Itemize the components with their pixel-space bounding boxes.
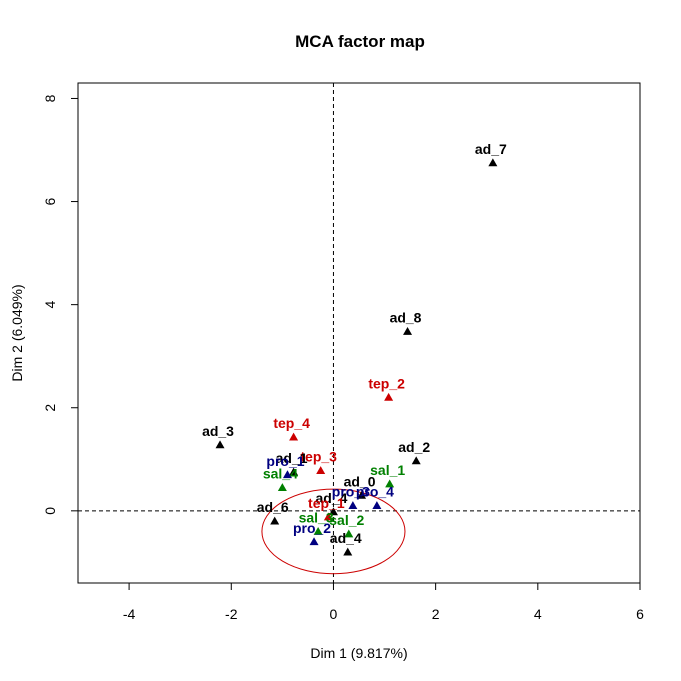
point-label-tep_3: tep_3 [300, 449, 337, 465]
point-marker-ad_0 [357, 490, 367, 499]
y-axis-label: Dim 2 (6.049%) [9, 284, 25, 381]
point-label-sal_1: sal_1 [370, 462, 405, 478]
chart-title: MCA factor map [295, 32, 425, 51]
x-tick-label: -2 [225, 606, 238, 622]
x-tick-label: -4 [123, 606, 136, 622]
confidence-ellipse [261, 488, 406, 575]
point-marker-tep_4 [289, 432, 299, 441]
point-label-sal_4: sal_4 [263, 466, 298, 482]
point-label-ad_7: ad_7 [475, 141, 507, 157]
point-marker-sal_2 [344, 529, 354, 538]
point-marker-ad_4 [343, 547, 353, 556]
point-label-sal_3: sal_3 [299, 509, 334, 525]
point-label-tep_2: tep_2 [368, 375, 405, 391]
point-labels: ad_7 ad_8 tep_2 ad_3 tep_4 ad_2 tep_3ad_1pro_1… [202, 141, 507, 546]
x-axis-ticks: -4 -2 0 2 4 6 [123, 583, 644, 622]
point-marker-sal_3 [313, 526, 323, 535]
point-label-sal_2: sal_2 [329, 512, 364, 528]
point-marker-sal_4 [277, 483, 287, 492]
point-marker-pro_1 [282, 470, 292, 479]
point-marker-pro_4 [372, 501, 382, 510]
point-marker-ad_3 [215, 440, 225, 449]
point-label-ad_2: ad_2 [398, 439, 430, 455]
y-tick-label: 0 [42, 507, 58, 515]
point-label-pro_1: pro_1 [266, 453, 304, 469]
x-tick-label: 4 [534, 606, 542, 622]
point-marker-tep_2 [384, 392, 394, 401]
point-label-ad_0: ad_0 [344, 473, 376, 489]
point-marker-ad_1 [289, 467, 299, 476]
point-label-tep_1: tep_1 [308, 495, 345, 511]
point-marker-ad_8 [403, 326, 413, 335]
point-label-ad_4: ad_4 [330, 530, 362, 546]
y-tick-label: 6 [42, 197, 58, 205]
point-marker-ad_6 [270, 516, 280, 525]
x-tick-label: 6 [636, 606, 644, 622]
point-marker-sal_1 [385, 479, 395, 488]
y-tick-label: 8 [42, 94, 58, 102]
point-label-pro_2: pro_2 [293, 520, 331, 536]
point-label-ad_8: ad_8 [390, 309, 422, 325]
point-label-tep_4: tep_4 [273, 415, 310, 431]
reference-lines [78, 83, 640, 583]
point-marker-ad_4 [328, 507, 338, 516]
point-marker-ad_2 [411, 456, 421, 465]
y-tick-label: 4 [42, 301, 58, 309]
point-marker-tep_3 [316, 466, 326, 475]
y-axis-ticks: 0 2 4 6 8 [42, 94, 78, 515]
x-axis-label: Dim 1 (9.817%) [310, 645, 407, 661]
point-label-ad_3: ad_3 [202, 423, 234, 439]
plot-frame [77, 82, 641, 584]
point-markers [215, 158, 498, 556]
confidence-ellipse-layer [261, 488, 406, 575]
point-label-pro_3: pro_3 [332, 484, 370, 500]
point-label-ad_6: ad_6 [257, 499, 289, 515]
point-label-ad_1: ad_1 [276, 450, 308, 466]
point-marker-tep_1 [323, 512, 333, 521]
x-tick-label: 2 [432, 606, 440, 622]
x-tick-label: 0 [330, 606, 338, 622]
point-marker-pro_2 [309, 537, 319, 546]
point-label-pro_4: pro_4 [356, 484, 394, 500]
point-label-ad_4: ad_4 [315, 490, 347, 506]
point-marker-ad_7 [488, 158, 498, 167]
y-tick-label: 2 [42, 404, 58, 412]
point-marker-pro_3 [348, 501, 358, 510]
